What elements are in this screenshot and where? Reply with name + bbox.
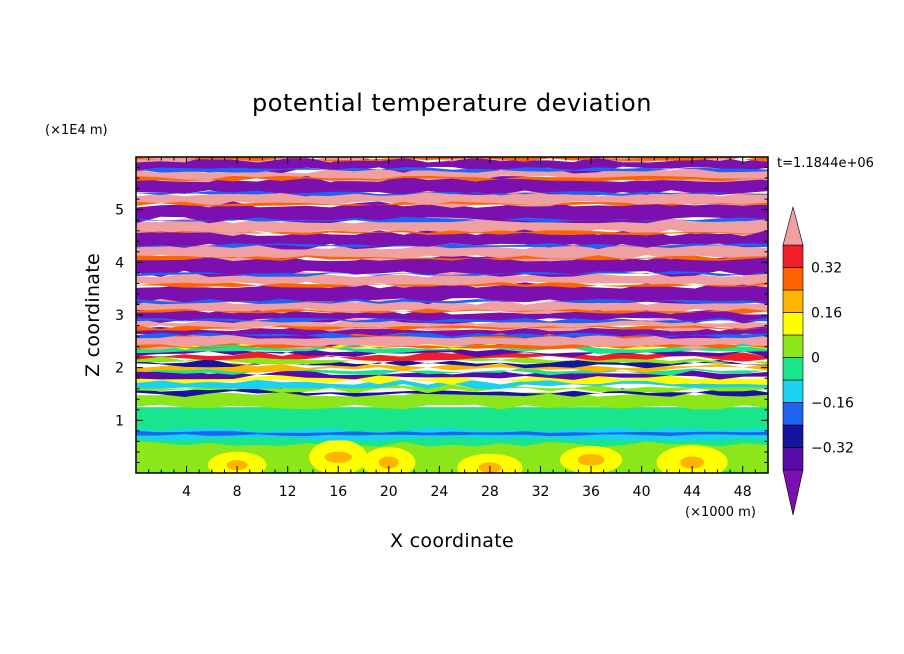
field-streak	[136, 344, 768, 350]
y-axis: 1 2 3 4 5	[115, 167, 768, 463]
colorbar: 0.32 0.16 0 −0.16 −0.32	[782, 205, 854, 516]
field-band	[136, 374, 768, 385]
field-streak	[136, 190, 768, 196]
y-unit-label: (×1E4 m)	[45, 123, 108, 138]
colorbar-extend-top	[782, 205, 804, 246]
colorbar-tick-label: 0.16	[811, 306, 842, 322]
time-label: t=1.1844e+06	[777, 156, 874, 171]
x-axis-label: X coordinate	[390, 530, 514, 552]
colorbar-tick-label: 0.32	[811, 261, 842, 277]
colorbar-bin	[782, 357, 804, 381]
contour-field	[136, 157, 768, 473]
x-tick-label: 12	[279, 484, 297, 500]
x-tick-label: 20	[380, 484, 398, 500]
field-streak	[136, 308, 768, 314]
x-tick-label: 36	[582, 484, 600, 500]
field-streak	[136, 255, 768, 261]
field-band	[136, 351, 768, 362]
field-band	[136, 359, 768, 369]
field-streak	[136, 201, 768, 207]
colorbar-bin	[782, 267, 804, 291]
colorbar-tick-label: −0.32	[811, 441, 854, 457]
field-blob	[324, 451, 352, 463]
y-tick-label: 4	[115, 255, 124, 271]
field-band	[136, 391, 768, 410]
field-band	[136, 383, 768, 394]
x-tick-label: 16	[329, 484, 347, 500]
colorbar-bin	[782, 379, 804, 403]
field-streak	[136, 167, 768, 173]
colorbar-bin	[782, 334, 804, 358]
y-tick-label: 3	[115, 308, 124, 324]
x-tick-label: 44	[683, 484, 701, 500]
colorbar-bin	[782, 402, 804, 426]
field-band	[136, 254, 768, 277]
field-band	[136, 175, 768, 197]
y-axis-label: Z coordinate	[82, 253, 104, 377]
colorbar-tick-label: −0.16	[811, 396, 854, 412]
colorbar-tick-label: 0	[811, 351, 820, 367]
x-tick-label: 4	[182, 484, 191, 500]
field-band	[136, 201, 768, 224]
x-axis: 4 8 12 16 20 24 28 32 36 40 44 48	[148, 157, 756, 500]
field-streak	[136, 243, 768, 249]
field-streak	[136, 282, 768, 288]
colorbar-bin	[782, 312, 804, 336]
field-band	[136, 387, 768, 397]
field-blob	[378, 456, 399, 469]
x-tick-label: 8	[233, 484, 242, 500]
colorbar-bin	[782, 289, 804, 313]
chart-title: potential temperature deviation	[252, 89, 652, 117]
colorbar-bin	[782, 447, 804, 471]
x-tick-label: 32	[532, 484, 550, 500]
y-tick-label: 5	[115, 203, 124, 219]
field-streak	[136, 271, 768, 277]
field-streak	[136, 175, 768, 182]
field-blob	[577, 454, 605, 466]
field-band	[136, 370, 768, 380]
field-streak	[136, 157, 768, 162]
x-tick-label: 48	[734, 484, 752, 500]
field-band	[136, 431, 768, 437]
field-streak	[136, 332, 768, 339]
field-band	[136, 362, 768, 373]
colorbar-extend-bottom	[782, 469, 804, 516]
x-tick-label: 28	[481, 484, 499, 500]
field-blob	[226, 459, 248, 471]
colorbar-bin	[782, 244, 804, 268]
field-streak	[136, 230, 768, 236]
field-streak	[136, 298, 768, 305]
colorbar-bin	[782, 424, 804, 448]
x-unit-label: (×1000 m)	[685, 505, 756, 520]
field-streak	[136, 325, 768, 331]
field-streak	[136, 216, 768, 223]
x-tick-label: 24	[430, 484, 448, 500]
x-tick-label: 40	[633, 484, 651, 500]
y-tick-label: 2	[115, 361, 124, 377]
field-blob	[680, 456, 704, 469]
y-tick-label: 1	[115, 413, 124, 429]
field-streak	[136, 317, 768, 324]
